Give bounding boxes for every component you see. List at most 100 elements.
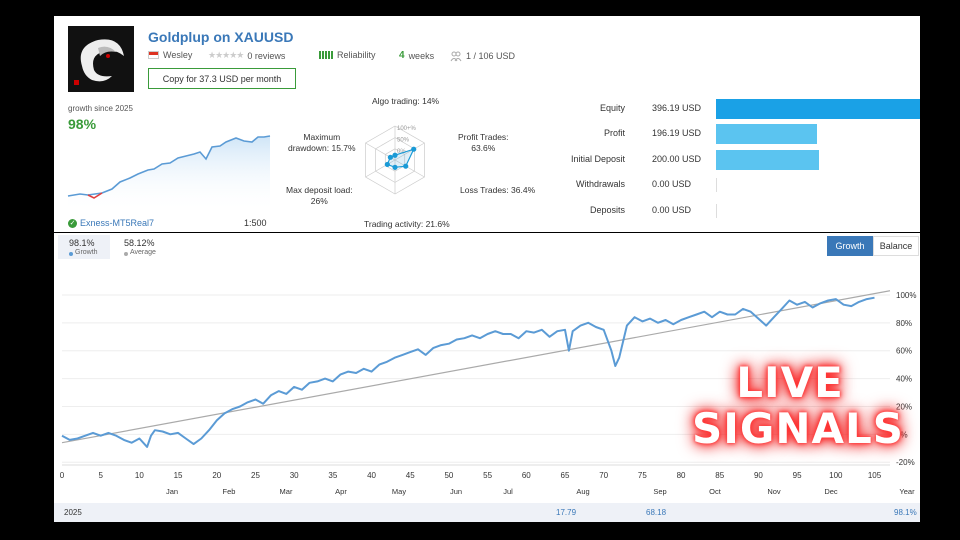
- radar-profit-label: Profit Trades: 63.6%: [458, 132, 509, 153]
- month-label: Sep: [653, 487, 666, 496]
- average-summary-value: 58.12%: [124, 238, 155, 248]
- radar-deposit-load-label: Max deposit load: 26%: [286, 185, 353, 206]
- stats-row-initial-deposit: Initial Deposit 200.00 USD: [554, 149, 920, 171]
- x-tick-label: 70: [599, 471, 608, 480]
- overlay-line-1: LIVE: [736, 358, 844, 407]
- stats-row-profit: Profit 196.19 USD: [554, 123, 920, 145]
- x-tick-label: 50: [444, 471, 453, 480]
- month-label: Oct: [709, 487, 722, 496]
- footer-aug-value: 17.79: [556, 508, 577, 517]
- broker-name[interactable]: Exness-MT5Real7: [80, 218, 155, 228]
- x-tick-label: 105: [868, 471, 882, 480]
- y-tick-label: 80%: [896, 319, 912, 328]
- leverage-value: 1:500: [244, 218, 267, 228]
- average-dot-icon: [124, 252, 128, 256]
- stats-label: Withdrawals: [575, 179, 625, 189]
- stats-row-deposits: Deposits 0.00 USD: [554, 200, 920, 222]
- stats-row-equity: Equity 396.19 USD: [554, 98, 920, 120]
- x-tick-label: 20: [212, 471, 221, 480]
- weeks-info: 4 weeks: [399, 50, 434, 61]
- y-tick-label: 100%: [896, 291, 916, 300]
- month-label: Year: [899, 487, 915, 496]
- reviews-info[interactable]: ★★★★★ 0 reviews: [208, 50, 285, 61]
- star-rating-icon: ★★★★★: [208, 50, 244, 60]
- radar-ring-label: 100+%: [397, 126, 417, 132]
- month-label: May: [392, 487, 406, 496]
- month-label: Apr: [335, 487, 347, 496]
- x-tick-label: 40: [367, 471, 376, 480]
- month-label: Jul: [503, 487, 513, 496]
- x-tick-label: 15: [174, 471, 183, 480]
- subscribers-icon: [450, 51, 462, 62]
- dragon-logo-icon: [68, 26, 134, 92]
- month-label: Mar: [280, 487, 293, 496]
- author-name[interactable]: Wesley: [163, 50, 193, 60]
- x-tick-label: 80: [677, 471, 686, 480]
- footer-total-value: 98.1%: [894, 508, 917, 517]
- copy-subscribe-button[interactable]: Copy for 37.3 USD per month: [148, 68, 296, 89]
- weeks-unit: weeks: [408, 50, 435, 61]
- signal-title[interactable]: Goldplup on XAUUSD: [148, 29, 294, 45]
- subscribers-value: 1 / 106 USD: [466, 51, 516, 61]
- mini-growth-line: [67, 135, 271, 197]
- footer-year: 2025: [64, 508, 82, 517]
- stats-value: 0.00 USD: [652, 179, 692, 189]
- flag-icon: [148, 51, 159, 59]
- x-tick-label: 0: [60, 471, 65, 480]
- stats-bar-empty: [716, 178, 717, 192]
- reliability-bars-icon: [319, 51, 333, 59]
- growth-summary-tab[interactable]: 98.1% Growth: [58, 235, 110, 259]
- growth-since-label: growth since 2025: [68, 104, 133, 113]
- y-tick-label: 20%: [896, 402, 912, 411]
- radar-point: [403, 163, 409, 169]
- x-tick-label: 55: [483, 471, 492, 480]
- growth-toggle-button[interactable]: Growth: [827, 236, 873, 256]
- average-summary-tab[interactable]: 58.12% Average: [112, 235, 172, 259]
- x-tick-label: 95: [793, 471, 802, 480]
- radar-spoke: [394, 159, 425, 178]
- x-tick-label: 100: [829, 471, 843, 480]
- growth-series-line[interactable]: [61, 296, 875, 448]
- avatar[interactable]: [68, 26, 134, 92]
- month-label: Dec: [824, 487, 838, 496]
- footer-sep-value: 68.18: [646, 508, 667, 517]
- stats-bar: [716, 124, 817, 144]
- signal-header-panel: Goldplup on XAUUSD Wesley ★★★★★ 0 review…: [54, 16, 920, 232]
- balance-toggle-button[interactable]: Balance: [873, 236, 919, 256]
- x-tick-label: 30: [290, 471, 299, 480]
- radar-point: [387, 154, 393, 160]
- x-tick-label: 10: [135, 471, 144, 480]
- x-tick-label: 85: [715, 471, 724, 480]
- radar-spoke: [394, 142, 425, 161]
- average-summary-label: Average: [130, 249, 156, 256]
- growth-summary-value: 98.1%: [69, 238, 95, 248]
- broker-link[interactable]: ✓ Exness-MT5Real7: [68, 218, 154, 228]
- radar-point: [384, 161, 390, 168]
- stats-row-withdrawals: Withdrawals 0.00 USD: [554, 174, 920, 196]
- yearly-summary-row: 2025 17.79 68.18 98.1%: [54, 503, 920, 522]
- stats-value: 396.19 USD: [652, 103, 702, 113]
- subscribers-info: 1 / 106 USD: [450, 50, 515, 62]
- stats-label: Initial Deposit: [570, 154, 625, 164]
- live-signals-overlay: LIVE SIGNALS: [692, 358, 903, 450]
- radar-loss-label: Loss Trades: 36.4%: [460, 185, 536, 195]
- stats-bar: [716, 99, 920, 119]
- growth-line-chart[interactable]: 100% 80% 60% 40% 20% 0% -20% 0 5 10 15 20 25 30 35 40 45…: [54, 233, 920, 503]
- month-label: Jun: [450, 487, 462, 496]
- y-tick-label: -20%: [896, 458, 915, 467]
- stats-bar-empty: [716, 204, 717, 218]
- mini-drawdown-segment: [87, 192, 103, 199]
- y-tick-label: 0%: [896, 430, 908, 439]
- radar-ring-label: 0%: [397, 149, 406, 155]
- stats-value: 196.19 USD: [652, 128, 702, 138]
- stats-value: 200.00 USD: [652, 154, 702, 164]
- month-label: Jan: [166, 487, 178, 496]
- x-tick-label: 5: [98, 471, 103, 480]
- reliability-label: Reliability: [337, 50, 376, 60]
- author-info[interactable]: Wesley: [148, 50, 192, 60]
- y-tick-label: 60%: [896, 347, 912, 356]
- reviews-count[interactable]: 0 reviews: [247, 50, 286, 61]
- x-tick-label: 25: [251, 471, 260, 480]
- x-tick-label: 60: [522, 471, 531, 480]
- stats-value: 0.00 USD: [652, 205, 692, 215]
